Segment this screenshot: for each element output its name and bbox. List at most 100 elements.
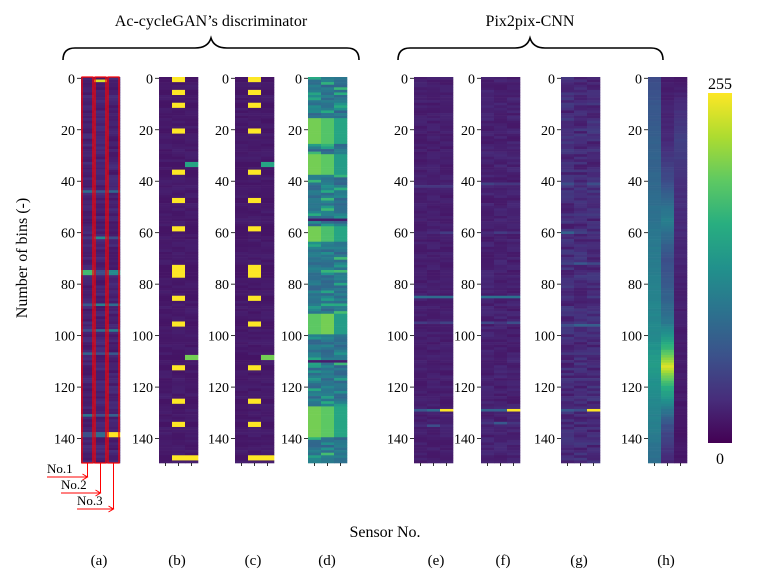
heatmap-cell <box>561 334 575 338</box>
heatmap-cell <box>427 452 441 456</box>
heatmap-cell <box>334 285 348 289</box>
heatmap-cell <box>185 169 199 173</box>
heatmap-cell <box>321 159 335 163</box>
heatmap-cell <box>507 321 521 325</box>
heatmap-cell <box>494 357 508 361</box>
heatmap-cell <box>648 164 662 168</box>
heatmap-cell <box>440 313 454 317</box>
heatmap-cell <box>185 457 199 461</box>
heatmap-cell <box>159 244 173 248</box>
y-tick-label: 0 <box>468 72 475 87</box>
heatmap-cell <box>107 326 121 330</box>
heatmap-cell <box>674 349 688 353</box>
heatmap-cell <box>494 228 508 232</box>
heatmap-cell <box>94 311 108 315</box>
heatmap-cell <box>494 354 508 358</box>
heatmap-cell <box>321 87 335 91</box>
heatmap-cell <box>587 385 601 389</box>
heatmap-cell <box>107 257 121 260</box>
heatmap-cell <box>94 177 108 181</box>
heatmap-cell <box>674 149 688 152</box>
heatmap-cell <box>321 342 335 345</box>
heatmap-cell <box>334 401 348 405</box>
heatmap-cell <box>308 354 322 358</box>
heatmap-cell <box>172 164 186 168</box>
heatmap-cell <box>248 118 262 122</box>
heatmap-cell <box>427 156 441 160</box>
heatmap-cell <box>414 288 428 291</box>
heatmap-cell <box>235 221 249 224</box>
heatmap-cell <box>172 336 186 340</box>
heatmap-cell <box>172 120 186 124</box>
heatmap-cell <box>587 342 601 345</box>
heatmap-cell <box>248 192 262 196</box>
heatmap-cell <box>674 457 688 461</box>
heatmap-cell <box>107 87 121 91</box>
heatmap-cell <box>334 442 348 446</box>
heatmap-cell <box>587 95 601 98</box>
heatmap-cell <box>561 257 575 260</box>
heatmap-cell <box>94 360 108 363</box>
heatmap-cell <box>172 228 186 232</box>
heatmap-cell <box>414 221 428 224</box>
heatmap-cell <box>107 231 121 235</box>
heatmap-cell <box>81 457 95 461</box>
heatmap-cell <box>308 288 322 291</box>
heatmap-cell <box>414 205 428 209</box>
heatmap-cell <box>261 313 275 317</box>
heatmap-cell <box>414 347 428 351</box>
heatmap-cell <box>159 228 173 232</box>
heatmap-cell <box>107 298 121 302</box>
heatmap-cell <box>507 203 521 206</box>
heatmap-cell <box>334 123 348 127</box>
heatmap-cell <box>172 429 186 433</box>
heatmap-cell <box>661 125 675 129</box>
heatmap-cell <box>235 293 249 297</box>
heatmap-cell <box>574 146 588 150</box>
heatmap-cell <box>261 290 275 294</box>
heatmap-cell <box>648 141 662 145</box>
heatmap-cell <box>107 342 121 345</box>
heatmap-cell <box>235 437 249 441</box>
heatmap-cell <box>235 414 249 417</box>
heatmap-cell <box>507 89 521 93</box>
heatmap-cell <box>661 439 675 443</box>
heatmap-cell <box>248 151 262 155</box>
heatmap-cell <box>235 264 249 268</box>
heatmap-cell <box>561 316 575 320</box>
arrow-icon <box>108 505 115 513</box>
heatmap-cell <box>427 424 441 428</box>
heatmap-cell <box>494 215 508 219</box>
heatmap-cell <box>308 226 322 230</box>
heatmap-cell <box>648 342 662 345</box>
heatmap-cell <box>574 406 588 410</box>
heatmap-cell <box>261 414 275 417</box>
heatmap-cell <box>308 421 322 425</box>
heatmap-cell <box>648 138 662 142</box>
heatmap-cell <box>574 159 588 163</box>
heatmap-cell <box>507 249 521 253</box>
heatmap-cell <box>494 349 508 353</box>
heatmap-cell <box>185 411 199 415</box>
heatmap-cell <box>248 115 262 119</box>
heatmap-cell <box>427 226 441 230</box>
heatmap-cell <box>648 133 662 137</box>
heatmap-cell <box>159 203 173 206</box>
heatmap-cell <box>172 149 186 152</box>
heatmap-cell <box>185 221 199 224</box>
heatmap-cell <box>172 334 186 338</box>
heatmap-cell <box>440 146 454 150</box>
heatmap-cell <box>321 203 335 206</box>
heatmap-cell <box>81 105 95 109</box>
heatmap-cell <box>235 174 249 178</box>
heatmap-cell <box>334 275 348 279</box>
heatmap-cell <box>648 414 662 417</box>
heatmap-cell <box>248 450 262 453</box>
heatmap-cell <box>94 257 108 260</box>
heatmap-cell <box>494 151 508 155</box>
heatmap-cell <box>414 442 428 446</box>
heatmap-cell <box>414 264 428 268</box>
heatmap-cell <box>308 143 322 147</box>
heatmap-cell <box>308 159 322 163</box>
heatmap-cell <box>427 318 441 322</box>
